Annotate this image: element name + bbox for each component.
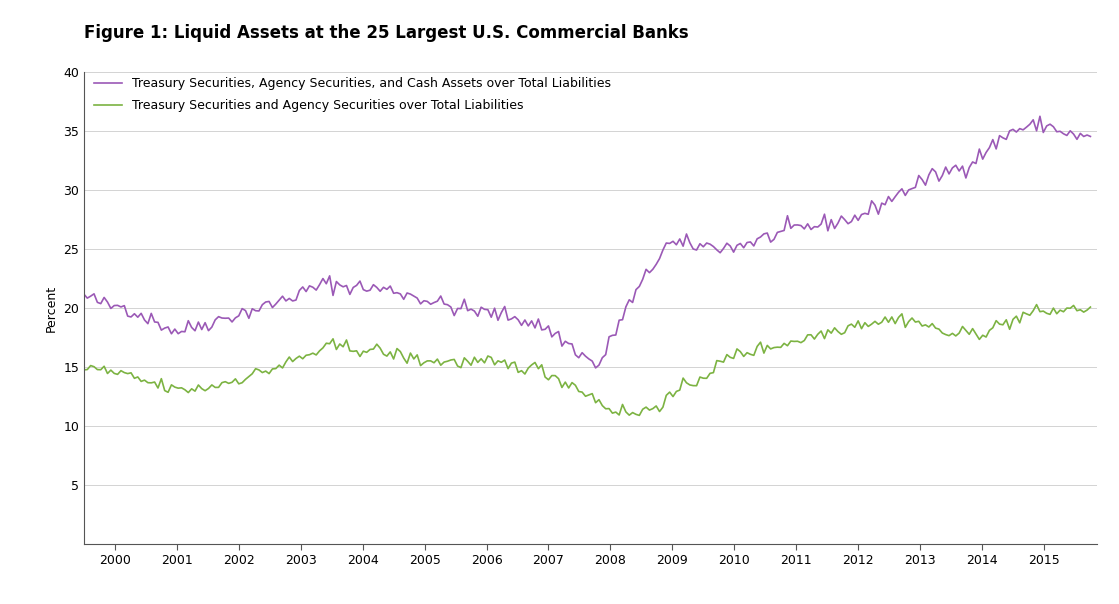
Line: Treasury Securities, Agency Securities, and Cash Assets over Total Liabilities: Treasury Securities, Agency Securities, … — [84, 117, 1090, 368]
Treasury Securities, Agency Securities, and Cash Assets over Total Liabilities — [679, 230, 693, 237]
Treasury Securities, Agency Securities, and Cash Assets over Total Liabilities — [697, 243, 711, 251]
Treasury Securities, Agency Securities, and Cash Assets over Total Liabilities — [589, 364, 602, 371]
Legend: Treasury Securities, Agency Securities, and Cash Assets over Total Liabilities, : Treasury Securities, Agency Securities, … — [94, 77, 611, 112]
Treasury Securities, Agency Securities, and Cash Assets over Total Liabilities — [1033, 113, 1046, 120]
Treasury Securities, Agency Securities, and Cash Assets over Total Liabilities — [77, 291, 91, 298]
Treasury Securities, Agency Securities, and Cash Assets over Total Liabilities — [1083, 133, 1097, 140]
Treasury Securities and Agency Securities over Total Liabilities — [697, 374, 711, 382]
Treasury Securities, Agency Securities, and Cash Assets over Total Liabilities — [993, 132, 1006, 140]
Treasury Securities and Agency Securities over Total Liabilities — [929, 324, 942, 332]
Treasury Securities and Agency Securities over Total Liabilities — [676, 374, 689, 382]
Text: Figure 1: Liquid Assets at the 25 Largest U.S. Commercial Banks: Figure 1: Liquid Assets at the 25 Larges… — [84, 24, 688, 42]
Treasury Securities, Agency Securities, and Cash Assets over Total Liabilities — [676, 243, 689, 250]
Treasury Securities and Agency Securities over Total Liabilities — [1029, 301, 1043, 308]
Treasury Securities and Agency Securities over Total Liabilities — [993, 321, 1006, 328]
Treasury Securities and Agency Securities over Total Liabilities — [1083, 303, 1097, 310]
Y-axis label: Percent: Percent — [45, 284, 58, 332]
Line: Treasury Securities and Agency Securities over Total Liabilities: Treasury Securities and Agency Securitie… — [84, 304, 1090, 416]
Treasury Securities and Agency Securities over Total Liabilities — [679, 379, 693, 387]
Treasury Securities and Agency Securities over Total Liabilities — [77, 366, 91, 373]
Treasury Securities, Agency Securities, and Cash Assets over Total Liabilities — [929, 169, 942, 176]
Treasury Securities, Agency Securities, and Cash Assets over Total Liabilities — [81, 295, 94, 302]
Treasury Securities and Agency Securities over Total Liabilities — [632, 412, 646, 419]
Treasury Securities and Agency Securities over Total Liabilities — [81, 366, 94, 373]
